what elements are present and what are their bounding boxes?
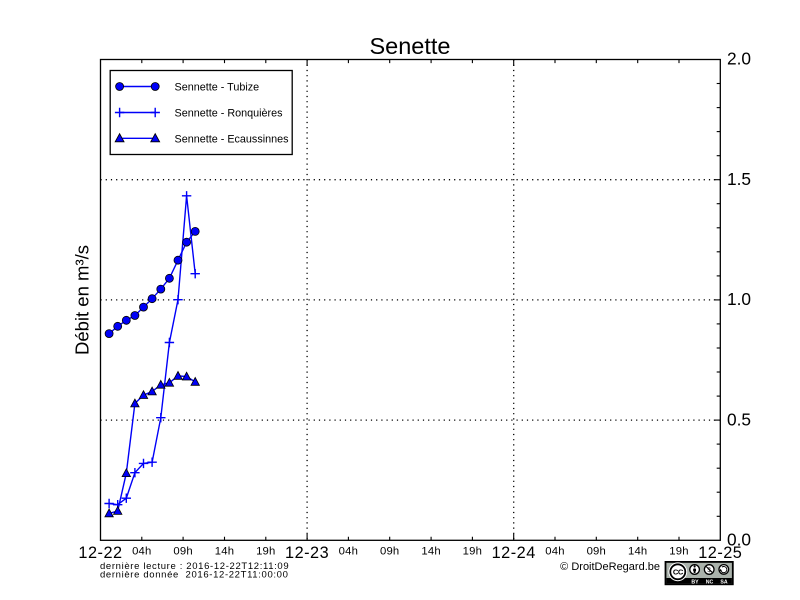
svg-text:12-23: 12-23 bbox=[285, 544, 329, 562]
svg-text:Senette: Senette bbox=[369, 33, 450, 59]
svg-text:04h: 04h bbox=[545, 546, 564, 558]
svg-text:14h: 14h bbox=[215, 546, 234, 558]
svg-text:BY: BY bbox=[691, 579, 699, 585]
svg-text:09h: 09h bbox=[173, 546, 192, 558]
svg-text:12-24: 12-24 bbox=[492, 544, 536, 562]
svg-text:Sennette - Ronquières: Sennette - Ronquières bbox=[175, 108, 284, 120]
svg-text:12-25: 12-25 bbox=[698, 544, 742, 562]
svg-text:dernière donnée 2016-12-22T11: dernière donnée 2016-12-22T11:00:00 bbox=[100, 570, 289, 581]
svg-text:© DroitDeRegard.be: © DroitDeRegard.be bbox=[560, 561, 660, 573]
svg-text:2.0: 2.0 bbox=[727, 49, 751, 69]
svg-text:0.0: 0.0 bbox=[727, 530, 751, 550]
svg-text:1.0: 1.0 bbox=[727, 289, 751, 309]
svg-text:NC: NC bbox=[706, 579, 714, 585]
svg-text:04h: 04h bbox=[132, 546, 151, 558]
svg-text:09h: 09h bbox=[380, 546, 399, 558]
svg-text:19h: 19h bbox=[669, 546, 688, 558]
svg-text:14h: 14h bbox=[421, 546, 440, 558]
svg-text:Sennette - Ecaussinnes: Sennette - Ecaussinnes bbox=[175, 133, 290, 145]
svg-text:CC: CC bbox=[673, 568, 684, 577]
svg-text:12-22: 12-22 bbox=[78, 544, 122, 562]
svg-text:SA: SA bbox=[720, 579, 727, 585]
svg-text:0.5: 0.5 bbox=[727, 409, 751, 429]
svg-text:1.5: 1.5 bbox=[727, 169, 751, 189]
svg-text:19h: 19h bbox=[463, 546, 482, 558]
svg-text:09h: 09h bbox=[587, 546, 606, 558]
svg-text:19h: 19h bbox=[256, 546, 275, 558]
svg-text:14h: 14h bbox=[628, 546, 647, 558]
svg-text:04h: 04h bbox=[339, 546, 358, 558]
svg-text:Débit en m³/s: Débit en m³/s bbox=[72, 245, 93, 355]
svg-text:dernière lecture : 2016-12-22T: dernière lecture : 2016-12-22T12:11:09 bbox=[100, 561, 289, 572]
svg-text:Sennette - Tubize: Sennette - Tubize bbox=[175, 82, 260, 94]
